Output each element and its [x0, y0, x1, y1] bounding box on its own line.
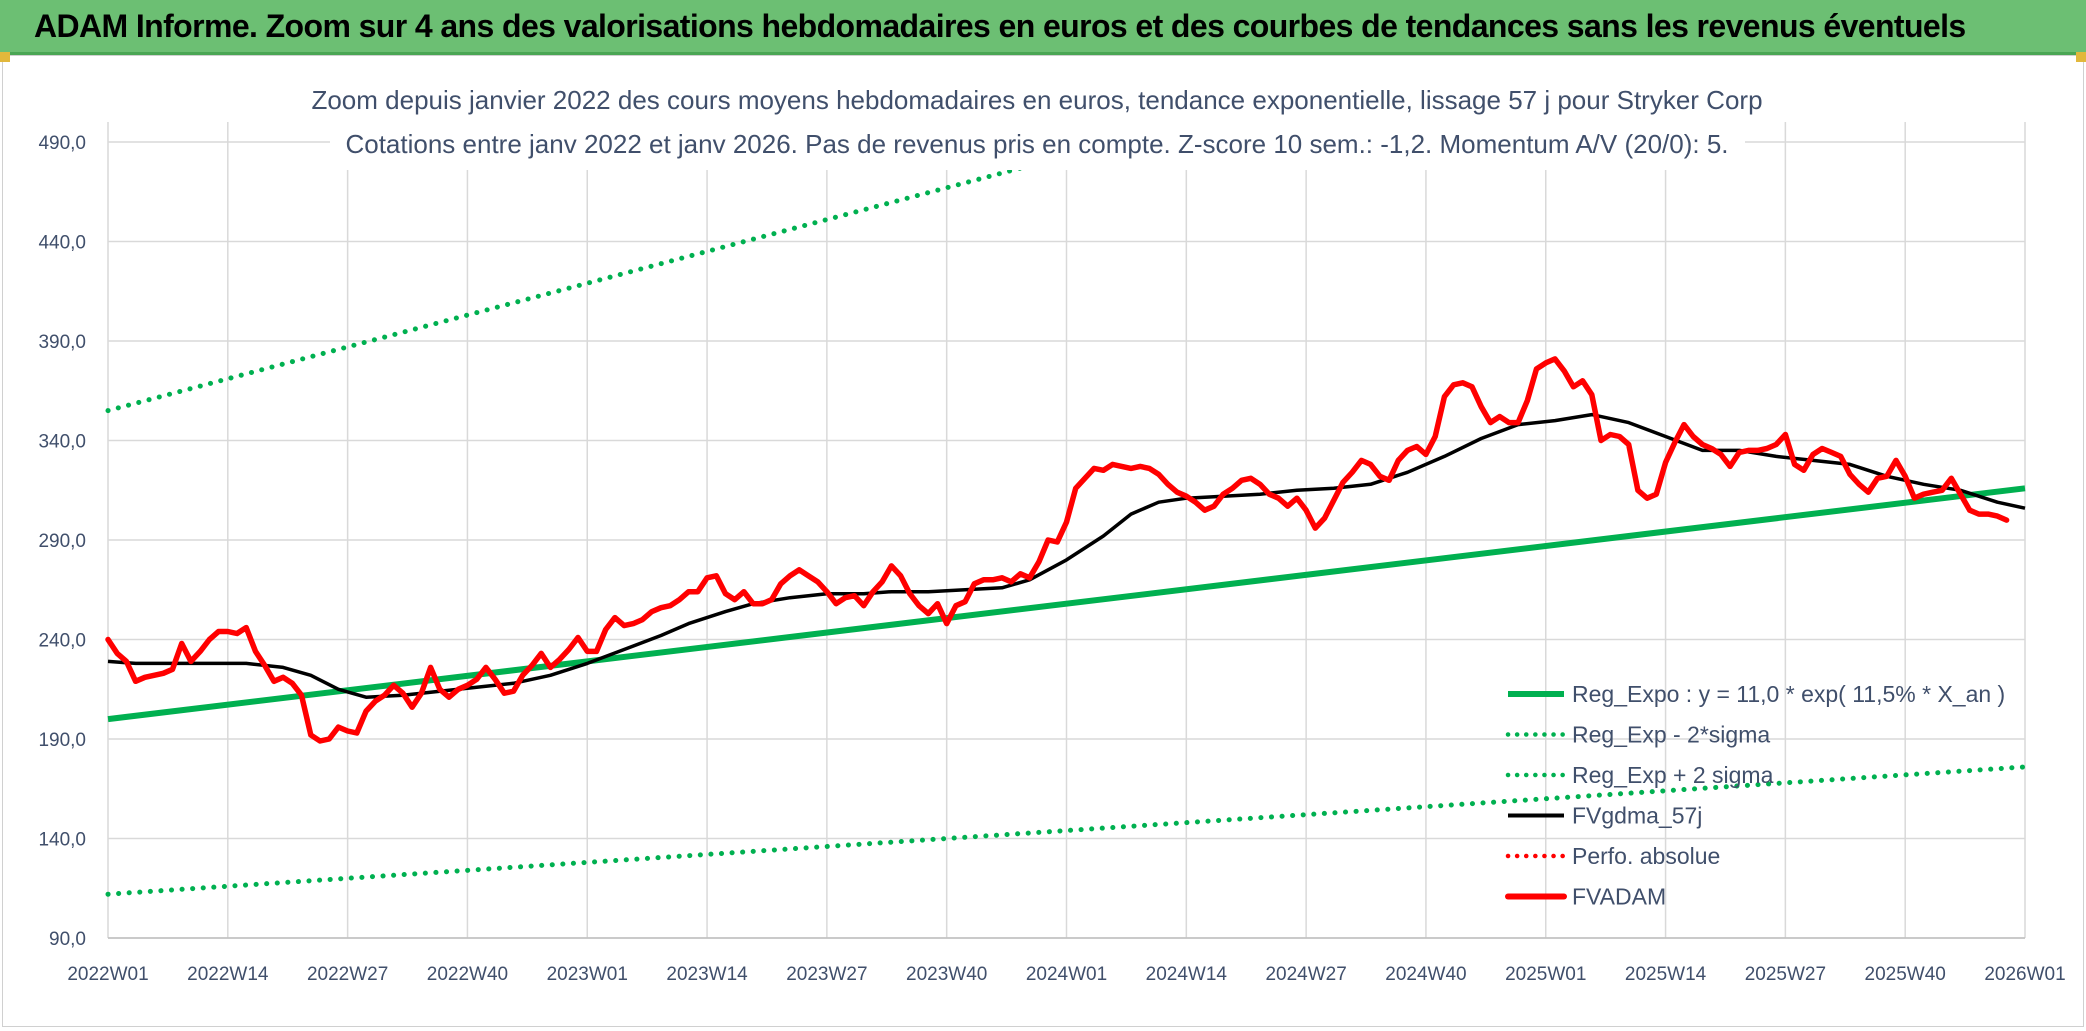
x-tick-label: 2022W01: [67, 964, 148, 985]
corner-marker: [2076, 52, 2086, 62]
chart-grid: [107, 122, 2026, 939]
y-tick-label: 390,0: [38, 332, 86, 353]
y-tick-label: 240,0: [38, 631, 86, 652]
legend-label-fvgdma: FVgdma_57j: [1572, 803, 1702, 829]
chart-axes: 90,0 140,0 190,0 240,0 290,0 340,0 390,0 440,0 4…: [38, 133, 2065, 985]
series-group: [105, 112, 2028, 897]
x-tick-label: 2024W01: [1026, 964, 1107, 985]
series-plus-line: [105, 112, 1242, 414]
legend-label-fvadam: FVADAM: [1572, 884, 1666, 910]
x-tick-label: 2025W27: [1745, 964, 1826, 985]
x-tick-label: 2022W14: [187, 964, 269, 985]
y-tick-label: 440,0: [38, 233, 86, 254]
x-tick-label: 2023W01: [547, 964, 628, 985]
chart-subtitle: Cotations entre janv 2022 et janv 2026. …: [345, 129, 1728, 159]
y-tick-label: 290,0: [38, 531, 86, 552]
chart-frame: [2, 55, 2084, 1027]
x-tick-label: 2026W01: [1984, 964, 2065, 985]
chart-legend: Reg_Expo : y = 11,0 * exp( 11,5% * X_an …: [1505, 681, 2005, 910]
x-tick-label: 2025W40: [1865, 964, 1946, 985]
x-tick-label: 2023W14: [666, 964, 748, 985]
y-tick-label: 90,0: [49, 929, 86, 950]
x-tick-label: 2022W40: [427, 964, 508, 985]
series-minus-line: [105, 764, 2028, 897]
legend-label-perfo: Perfo. absolue: [1572, 843, 1720, 869]
legend-label-minus: Reg_Exp - 2*sigma: [1572, 722, 1770, 748]
report-title: ADAM Informe. Zoom sur 4 ans des valoris…: [34, 8, 1966, 44]
corner-marker: [0, 52, 10, 62]
y-tick-label: 190,0: [38, 730, 86, 751]
x-tick-label: 2024W14: [1146, 964, 1228, 985]
x-tick-label: 2022W27: [307, 964, 388, 985]
series-fvadam-line: [105, 356, 2010, 744]
x-tick-label: 2024W27: [1265, 964, 1346, 985]
y-tick-label: 490,0: [38, 133, 86, 154]
chart-series: [105, 112, 2028, 897]
chart-titles: Zoom depuis janvier 2022 des cours moyen…: [311, 80, 1763, 170]
x-tick-label: 2025W01: [1505, 964, 1586, 985]
x-tick-label: 2024W40: [1385, 964, 1466, 985]
chart-title: Zoom depuis janvier 2022 des cours moyen…: [311, 85, 1762, 115]
legend-label-plus: Reg_Exp + 2 sigma: [1572, 762, 1774, 788]
y-tick-label: 340,0: [38, 432, 86, 453]
legend-label-reg: Reg_Expo : y = 11,0 * exp( 11,5% * X_an …: [1572, 681, 2005, 707]
x-tick-label: 2023W40: [906, 964, 987, 985]
series-fvgdma-line: [107, 412, 2026, 699]
report-header-bar: ADAM Informe. Zoom sur 4 ans des valoris…: [0, 0, 2086, 55]
x-tick-label: 2023W27: [786, 964, 867, 985]
x-tick-label: 2025W14: [1625, 964, 1707, 985]
y-tick-label: 140,0: [38, 830, 86, 851]
